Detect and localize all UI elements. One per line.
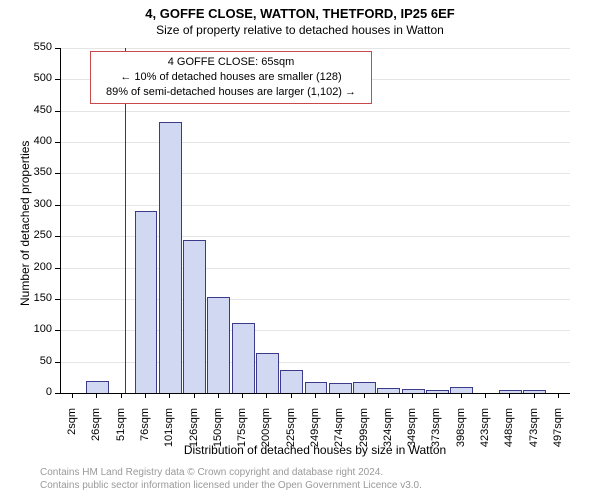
x-tick-mark <box>96 393 97 398</box>
footnote-line: Contains public sector information licen… <box>40 479 422 492</box>
annotation-box: 4 GOFFE CLOSE: 65sqm ← 10% of detached h… <box>90 51 372 104</box>
chart-container: { "title": "4, GOFFE CLOSE, WATTON, THET… <box>0 0 600 500</box>
annotation-line: 4 GOFFE CLOSE: 65sqm <box>97 55 365 70</box>
y-tick-label: 400 <box>20 135 52 147</box>
y-tick-label: 550 <box>20 41 52 53</box>
x-tick-label: 2sqm <box>66 408 78 458</box>
x-tick-label: 473sqm <box>528 408 540 458</box>
y-tick-label: 250 <box>20 229 52 241</box>
chart-title: 4, GOFFE CLOSE, WATTON, THETFORD, IP25 6… <box>0 0 600 21</box>
x-tick-label: 225sqm <box>285 408 297 458</box>
histogram-bar <box>329 383 352 393</box>
annotation-line: ← 10% of detached houses are smaller (12… <box>97 70 365 85</box>
y-tick-label: 200 <box>20 261 52 273</box>
x-tick-mark <box>145 393 146 398</box>
x-tick-label: 126sqm <box>188 408 200 458</box>
x-tick-mark <box>412 393 413 398</box>
y-axis-label: Number of detached properties <box>18 140 32 305</box>
histogram-bar <box>207 297 230 393</box>
chart-subtitle: Size of property relative to detached ho… <box>0 21 600 37</box>
grid-line <box>60 111 570 112</box>
grid-line <box>60 48 570 49</box>
y-tick-label: 450 <box>20 104 52 116</box>
histogram-bar <box>86 381 109 393</box>
histogram-bar <box>159 122 182 393</box>
x-tick-mark <box>121 393 122 398</box>
annotation-line: 89% of semi-detached houses are larger (… <box>97 85 365 100</box>
x-tick-mark <box>339 393 340 398</box>
x-tick-label: 150sqm <box>212 408 224 458</box>
x-tick-label: 175sqm <box>236 408 248 458</box>
histogram-bar <box>135 211 158 393</box>
y-tick-label: 150 <box>20 292 52 304</box>
x-tick-label: 349sqm <box>406 408 418 458</box>
x-tick-label: 324sqm <box>382 408 394 458</box>
x-tick-mark <box>72 393 73 398</box>
x-tick-mark <box>291 393 292 398</box>
y-tick-label: 300 <box>20 198 52 210</box>
x-tick-label: 76sqm <box>139 408 151 458</box>
x-tick-label: 249sqm <box>309 408 321 458</box>
x-tick-label: 497sqm <box>552 408 564 458</box>
x-tick-label: 101sqm <box>163 408 175 458</box>
x-tick-label: 448sqm <box>503 408 515 458</box>
y-axis-line <box>60 48 61 393</box>
grid-line <box>60 205 570 206</box>
y-tick-label: 100 <box>20 323 52 335</box>
x-tick-label: 200sqm <box>260 408 272 458</box>
x-tick-mark <box>461 393 462 398</box>
histogram-bar <box>353 382 376 393</box>
x-tick-label: 398sqm <box>455 408 467 458</box>
x-tick-label: 373sqm <box>430 408 442 458</box>
x-tick-mark <box>169 393 170 398</box>
histogram-bar <box>256 353 279 393</box>
histogram-bar <box>183 240 206 393</box>
x-tick-label: 299sqm <box>358 408 370 458</box>
histogram-bar <box>232 323 255 393</box>
x-tick-mark <box>558 393 559 398</box>
x-tick-mark <box>436 393 437 398</box>
x-tick-mark <box>315 393 316 398</box>
y-tick-label: 0 <box>20 386 52 398</box>
grid-line <box>60 173 570 174</box>
histogram-bar <box>305 382 328 393</box>
x-tick-mark <box>509 393 510 398</box>
y-tick-label: 500 <box>20 72 52 84</box>
x-tick-mark <box>242 393 243 398</box>
grid-line <box>60 142 570 143</box>
footnote: Contains HM Land Registry data © Crown c… <box>40 466 422 492</box>
x-tick-label: 51sqm <box>115 408 127 458</box>
y-tick-label: 350 <box>20 166 52 178</box>
x-tick-mark <box>388 393 389 398</box>
y-tick-label: 50 <box>20 355 52 367</box>
x-tick-mark <box>485 393 486 398</box>
x-tick-mark <box>364 393 365 398</box>
x-tick-label: 274sqm <box>333 408 345 458</box>
x-tick-mark <box>534 393 535 398</box>
x-tick-mark <box>194 393 195 398</box>
x-tick-mark <box>218 393 219 398</box>
x-tick-label: 423sqm <box>479 408 491 458</box>
x-tick-label: 26sqm <box>90 408 102 458</box>
footnote-line: Contains HM Land Registry data © Crown c… <box>40 466 422 479</box>
x-tick-mark <box>266 393 267 398</box>
histogram-bar <box>280 370 303 393</box>
